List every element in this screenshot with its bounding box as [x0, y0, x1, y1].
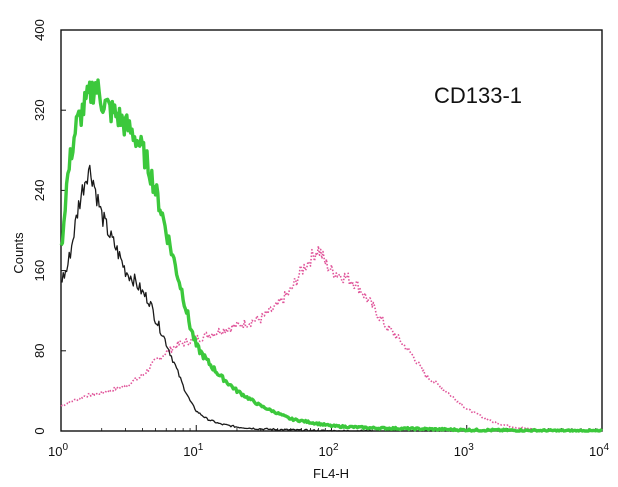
x-axis-title: FL4-H	[313, 466, 349, 481]
x-tick-label: 101	[183, 442, 203, 459]
x-tick-label: 103	[454, 442, 474, 459]
y-axis: 0 80 160 240 320 400	[32, 19, 66, 435]
histogram-series	[59, 78, 604, 433]
series-line-1	[59, 78, 604, 433]
y-tick-label: 160	[32, 260, 47, 282]
x-tick-label: 104	[589, 442, 609, 459]
x-tick-label: 102	[318, 442, 338, 459]
y-tick-label: 400	[32, 19, 47, 41]
y-axis-title: Counts	[11, 232, 26, 274]
annotation-label: CD133-1	[434, 83, 522, 108]
series-line-0	[60, 164, 373, 432]
y-tick-label: 320	[32, 99, 47, 121]
y-tick-label: 80	[32, 344, 47, 358]
series-line-2	[60, 245, 532, 430]
y-tick-label: 240	[32, 180, 47, 202]
y-tick-label: 0	[32, 427, 47, 434]
x-tick-label: 100	[48, 442, 68, 459]
